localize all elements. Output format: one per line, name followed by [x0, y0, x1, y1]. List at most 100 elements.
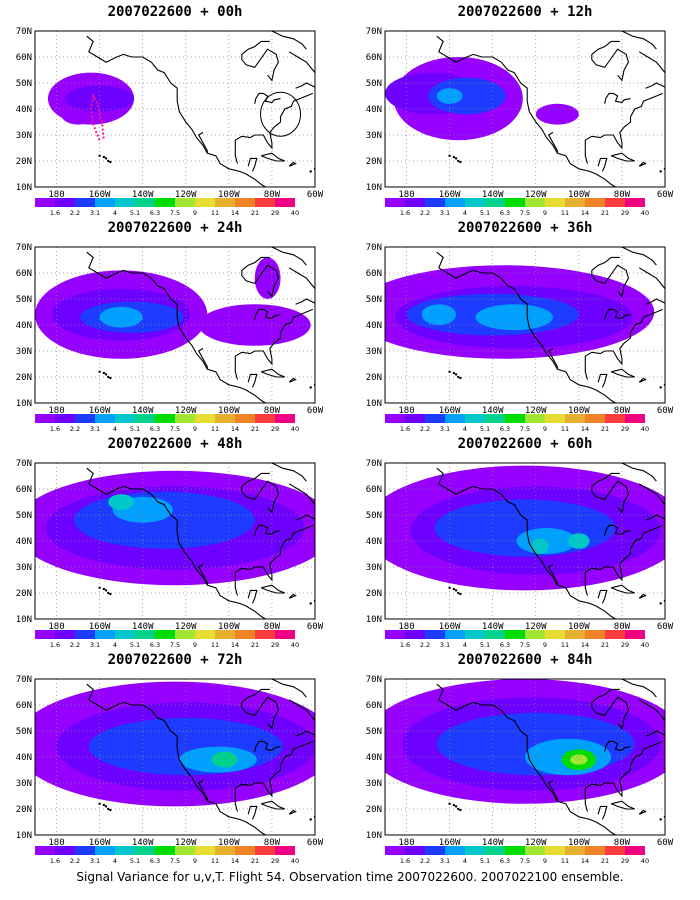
coastline: [610, 152, 636, 162]
coastline: [604, 308, 631, 320]
colorbar-label: 14: [231, 425, 239, 432]
coastline: [260, 368, 286, 378]
colorbar-swatch: [195, 414, 215, 423]
island: [109, 808, 112, 812]
colorbar-swatch: [135, 414, 155, 423]
colorbar-label: 40: [291, 209, 299, 216]
colorbar-label: 1.6: [50, 425, 60, 432]
coastline: [241, 256, 279, 298]
coastline: [584, 92, 664, 150]
colorbar-swatch: [155, 414, 175, 423]
coastline: [638, 377, 647, 383]
lat-tick-label: 20N: [16, 373, 32, 383]
lon-tick-label: 100W: [218, 190, 240, 200]
lat-tick-label: 10N: [16, 183, 32, 193]
lat-tick-label: 70N: [16, 459, 32, 469]
colorbar-label: 40: [291, 425, 299, 432]
island: [109, 592, 112, 596]
island: [448, 154, 451, 157]
coastline: [234, 145, 239, 164]
colorbar-label: 3.1: [90, 425, 100, 432]
coastline: [271, 31, 307, 50]
coastline: [86, 467, 266, 619]
colorbar-swatch: [35, 846, 55, 855]
colorbar-swatch: [445, 846, 465, 855]
colorbar-label: 6.3: [150, 209, 160, 216]
coastline: [86, 683, 266, 835]
lat-tick-label: 50N: [366, 727, 382, 737]
lon-tick-label: 60W: [307, 622, 324, 632]
colorbar-label: 3.1: [440, 209, 450, 216]
colorbar-swatch: [425, 630, 445, 639]
coastline: [591, 40, 629, 82]
lat-tick-label: 40N: [16, 105, 32, 115]
colorbar-label: 6.3: [500, 857, 510, 864]
lon-tick-label: 140W: [132, 406, 154, 416]
coastline: [254, 524, 281, 536]
lon-tick-label: 60W: [657, 838, 674, 848]
colorbar-swatch: [585, 198, 605, 207]
map-panel: 2007022600 + 48h 10N 20N 30N 40N 50N 60N 70N 180…: [0, 432, 350, 648]
lat-tick-label: 20N: [366, 805, 382, 815]
colorbar-swatch: [485, 846, 505, 855]
colorbar-label: 3.1: [440, 425, 450, 432]
colorbar-label: 5.1: [480, 641, 490, 648]
island: [452, 371, 456, 375]
colorbar-label: 2.2: [70, 641, 80, 648]
map-frame: [384, 30, 666, 188]
lon-tick-label: 80W: [614, 190, 631, 200]
island: [659, 818, 662, 821]
coastline: [638, 809, 647, 815]
colorbar-swatch: [505, 414, 525, 423]
colorbar-swatch: [585, 630, 605, 639]
colorbar-label: 40: [641, 641, 649, 648]
colorbar-swatch: [525, 414, 545, 423]
colorbar-swatch: [135, 198, 155, 207]
colorbar-label: 2.2: [420, 857, 430, 864]
lon-tick-label: 180: [398, 190, 414, 200]
colorbar-swatch: [625, 630, 645, 639]
lon-tick-label: 160W: [439, 190, 461, 200]
colorbar-swatch: [55, 846, 75, 855]
colorbar-swatch: [195, 198, 215, 207]
lat-tick-label: 50N: [16, 79, 32, 89]
colorbar-label: 9: [193, 209, 197, 216]
island: [457, 159, 460, 163]
colorbar-label: 6.3: [150, 857, 160, 864]
coastline: [247, 157, 258, 172]
lon-tick-label: 180: [48, 838, 64, 848]
colorbar-swatch: [465, 414, 485, 423]
colorbar-swatch: [75, 198, 95, 207]
colorbar-label: 2.2: [70, 209, 80, 216]
colorbar-swatch: [35, 414, 55, 423]
colorbar-swatch: [95, 198, 115, 207]
coastline: [584, 793, 589, 812]
coastline: [288, 699, 315, 737]
colorbar-label: 5.1: [130, 209, 140, 216]
colorbar-label: 1.6: [400, 425, 410, 432]
lon-tick-label: 120W: [175, 406, 197, 416]
island: [102, 803, 106, 807]
variance-contour: [108, 494, 135, 510]
island: [659, 386, 662, 389]
island: [104, 157, 108, 160]
island: [309, 818, 312, 821]
variance-contour: [531, 538, 549, 554]
lon-tick-label: 80W: [614, 622, 631, 632]
map-svg: 10N 20N 30N 40N 50N 60N 70N 180 160W 140W 120W 100W…: [366, 459, 674, 648]
colorbar-swatch: [95, 630, 115, 639]
lon-tick-label: 80W: [614, 838, 631, 848]
lon-tick-label: 100W: [568, 406, 590, 416]
island: [107, 375, 110, 379]
colorbar-label: 9: [193, 857, 197, 864]
coastline: [584, 145, 589, 164]
island: [104, 805, 108, 808]
lat-tick-label: 10N: [366, 831, 382, 841]
colorbar-label: 14: [581, 209, 589, 216]
colorbar-label: 3.1: [90, 641, 100, 648]
island: [102, 587, 106, 591]
panel-title: 2007022600 + 72h: [107, 652, 243, 668]
colorbar-swatch: [425, 198, 445, 207]
panel-title: 2007022600 + 24h: [107, 220, 243, 236]
colorbar-swatch: [215, 846, 235, 855]
